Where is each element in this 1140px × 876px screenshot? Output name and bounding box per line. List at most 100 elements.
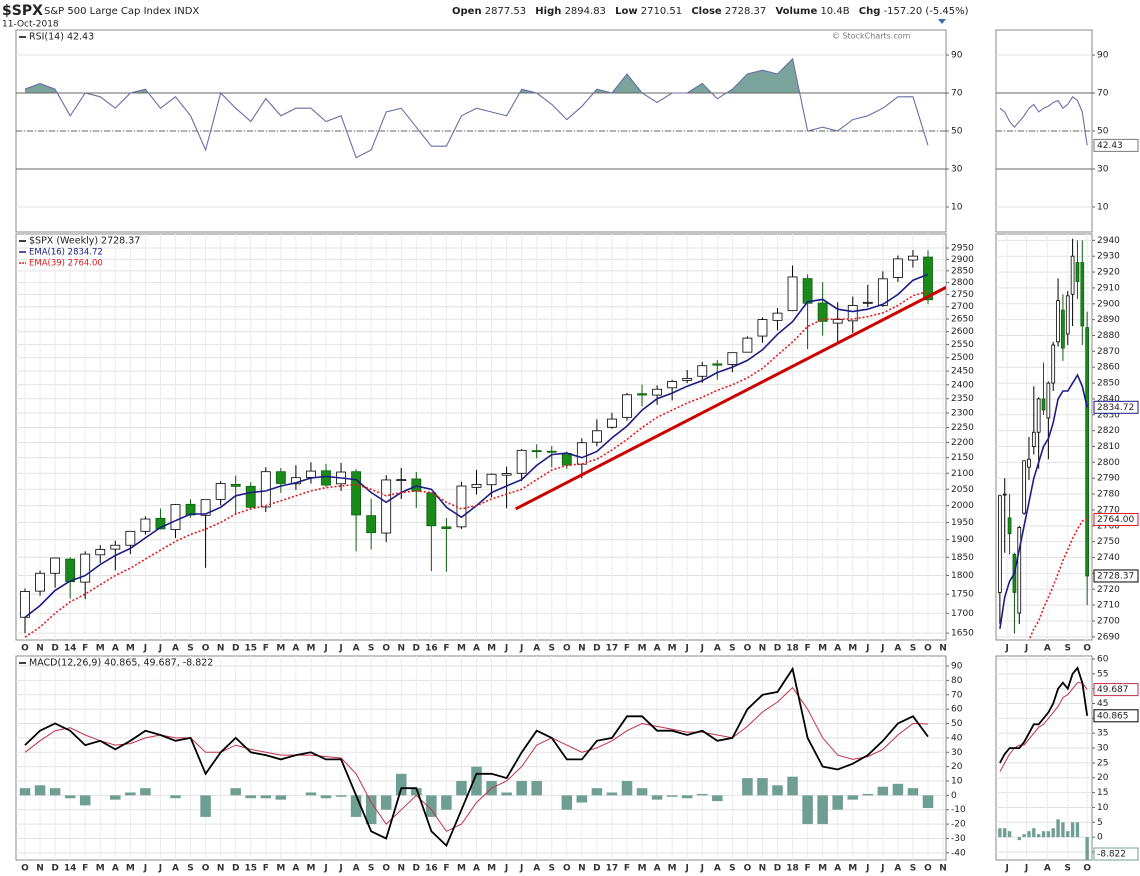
y-tick-label: -30 <box>951 834 966 844</box>
x-tick-label: O <box>202 644 210 654</box>
histogram-bar <box>591 788 603 796</box>
histogram-bar <box>1041 831 1046 838</box>
histogram-bar <box>1061 822 1065 838</box>
y-tick-label: 1650 <box>951 629 974 639</box>
candle-body <box>95 549 106 556</box>
x-tick-label: M <box>487 644 496 654</box>
candle-body <box>1065 295 1070 335</box>
candle-body <box>877 278 888 306</box>
x-tick-label: J <box>519 644 523 654</box>
x-tick-label: J <box>158 864 162 874</box>
y-tick-label: 45 <box>1097 699 1108 709</box>
y-tick-label: 2300 <box>951 408 974 418</box>
line <box>1028 518 1088 640</box>
candle-body <box>727 352 738 365</box>
x-tick-label: J <box>504 644 508 654</box>
value-flag-label: -8.822 <box>1097 850 1126 860</box>
value-flag <box>1093 709 1139 723</box>
x-tick-label: F <box>805 644 811 654</box>
y-tick-label: 2770 <box>1097 505 1120 515</box>
y-tick-label: 2930 <box>1097 252 1120 262</box>
histogram-bar <box>1051 828 1055 838</box>
histogram-bar <box>125 792 136 796</box>
x-tick-label: S <box>549 864 555 874</box>
histogram-bar <box>1017 837 1021 841</box>
candle-body <box>787 276 798 312</box>
y-tick-label: 1800 <box>951 571 974 581</box>
histogram-bar <box>757 778 768 796</box>
quote-label: Close <box>691 6 722 17</box>
y-tick-label: 2780 <box>1097 490 1120 500</box>
x-tick-label: M <box>818 644 827 654</box>
value-flag-label: 2728.37 <box>1097 571 1134 581</box>
y-tick-label: 2860 <box>1097 363 1120 373</box>
x-tick-label: J <box>143 644 147 654</box>
x-tick-label: S <box>187 644 193 654</box>
candle-body <box>576 442 587 465</box>
y-tick-label: 2720 <box>1097 585 1120 595</box>
x-tick-label: A <box>654 864 661 874</box>
x-tick-label: O <box>924 864 932 874</box>
candle-body <box>351 471 362 516</box>
y-tick-label: 40 <box>951 733 963 743</box>
candle-body <box>622 394 632 418</box>
candle-body <box>471 484 482 488</box>
quote: Open 2877.53 High 2894.83 Low 2710.51 Cl… <box>452 6 969 17</box>
histogram-bar <box>1027 831 1031 838</box>
value-flag-label: 40.865 <box>1097 711 1129 721</box>
y-tick-label: 50 <box>951 127 963 137</box>
histogram-bar <box>877 786 889 796</box>
x-tick-label: 14 <box>64 864 77 874</box>
x-tick-label: N <box>397 644 405 654</box>
histogram-bar <box>651 795 663 800</box>
candle-body <box>1017 526 1022 614</box>
x-tick-label: S <box>910 644 916 654</box>
histogram-bar <box>1056 819 1060 838</box>
x-tick-label: A <box>292 644 299 654</box>
x-tick-label: D <box>774 864 781 874</box>
x-tick-label: A <box>714 644 721 654</box>
x-tick-label: D <box>774 644 781 654</box>
candle-body <box>591 430 602 443</box>
candle-body <box>1061 309 1065 349</box>
x-tick-label: F <box>805 864 811 874</box>
candle-body <box>426 492 437 527</box>
y-tick-label: 2850 <box>951 266 974 276</box>
quote-value: 10.4B <box>820 6 849 17</box>
histogram-bar <box>772 785 783 796</box>
dropdown-arrow[interactable] <box>938 19 946 24</box>
candle-body <box>155 517 166 530</box>
x-tick-label: F <box>263 864 269 874</box>
y-tick-label: 2150 <box>951 453 974 463</box>
line <box>24 666 929 848</box>
y-tick-label: 55 <box>1097 669 1108 679</box>
x-tick-label: M <box>276 644 285 654</box>
histogram-bar <box>742 778 753 796</box>
panel-frame <box>15 655 947 861</box>
histogram-bar <box>847 795 859 800</box>
y-tick-label: 60 <box>951 705 963 715</box>
value-flag <box>1093 400 1139 414</box>
index-name: S&P 500 Large Cap Index INDX <box>44 6 199 17</box>
x-tick-label: M <box>818 864 827 874</box>
y-tick-label: 80 <box>951 676 963 686</box>
y-tick-label: 2600 <box>951 327 974 337</box>
histogram-bar <box>200 795 211 817</box>
y-tick-label: 20 <box>951 762 963 772</box>
histogram-bar <box>456 780 467 796</box>
x-tick-label: J <box>323 644 327 654</box>
quote-label: Low <box>615 6 637 17</box>
y-tick-label: 2760 <box>1097 521 1120 531</box>
candle-body <box>772 312 783 321</box>
y-tick-label: 2700 <box>1097 616 1120 626</box>
candle-body <box>832 319 843 324</box>
histogram-bar <box>606 792 618 796</box>
x-tick-label: O <box>1083 644 1091 654</box>
x-tick-label: 14 <box>64 644 77 654</box>
x-tick-label: O <box>563 864 571 874</box>
x-tick-label: M <box>638 864 647 874</box>
x-tick-label: M <box>487 864 496 874</box>
quote-label: Volume <box>775 6 817 17</box>
candle-body <box>531 450 542 453</box>
